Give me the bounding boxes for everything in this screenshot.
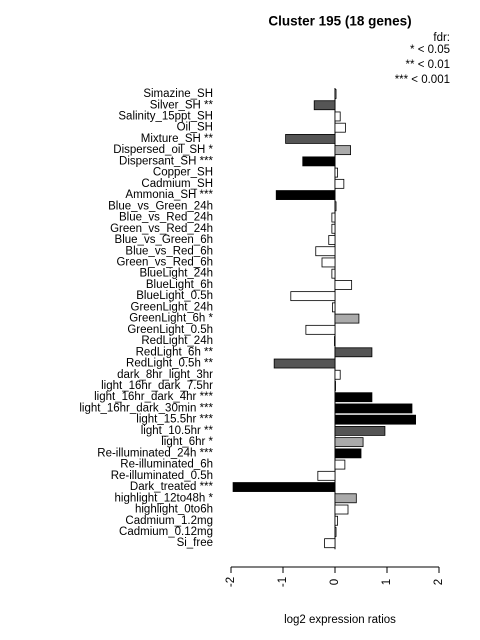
bar — [313, 100, 336, 111]
bar — [285, 134, 336, 144]
y-tick-label: BlueLight_6h — [146, 279, 213, 291]
legend-entry: * < 0.05 — [410, 44, 450, 56]
y-tick-label: Cadmium_SH — [141, 178, 213, 190]
bar — [324, 538, 336, 549]
y-tick-label: Simazine_SH — [143, 88, 213, 100]
y-tick-label: Copper_SH — [153, 167, 213, 179]
y-tick-label: Ammonia_SH *** — [125, 189, 213, 201]
bar — [334, 122, 346, 133]
bar — [334, 167, 338, 178]
x-tick-label: 2 — [433, 579, 445, 585]
y-tick-label: Blue_vs_Green_6h — [115, 234, 213, 246]
bar — [328, 235, 336, 245]
bar — [305, 324, 336, 335]
bar — [321, 257, 336, 268]
y-tick-label: Green_vs_Red_6h — [116, 256, 213, 268]
y-tick-label: light_16hr_dark_7.5hr — [101, 380, 213, 392]
y-tick-label: Re-illuminated_6h — [120, 459, 213, 471]
y-tick-label: light_16hr_dark_30min *** — [79, 402, 213, 414]
x-axis-label: log2 expression ratios — [284, 614, 396, 626]
bar — [334, 280, 353, 290]
y-tick-label: Re-illuminated_24h *** — [97, 447, 213, 459]
bar — [334, 437, 364, 448]
bar — [290, 291, 336, 302]
y-tick-label: Si_free — [177, 537, 213, 549]
x-tick-label: -1 — [277, 577, 289, 587]
y-tick-label: BlueLight_0.5h — [136, 290, 213, 302]
bar — [232, 482, 336, 492]
y-tick-label: light_15.5hr *** — [136, 414, 213, 426]
bar — [334, 515, 338, 526]
bar — [334, 369, 341, 380]
bar — [273, 358, 336, 369]
y-tick-label: Oil_SH — [177, 122, 213, 134]
bar — [334, 403, 413, 414]
y-tick-label: Blue_vs_Red_24h — [119, 212, 213, 224]
y-tick-label: Dark_treated *** — [130, 481, 214, 493]
y-tick-label: highlight_12to48h * — [115, 492, 214, 504]
y-tick-label: Green_vs_Red_24h — [110, 223, 213, 235]
bar — [315, 246, 336, 257]
x-tick-label: 1 — [381, 579, 393, 585]
y-tick-label: light_10.5hr ** — [141, 425, 214, 437]
bar — [334, 336, 336, 346]
bar — [275, 190, 336, 200]
y-tick-label: BlueLight_24h — [139, 268, 213, 280]
y-tick-label: dark_8hr_light_3hr — [117, 369, 213, 381]
bar — [334, 178, 345, 189]
y-tick-label: highlight_0to6h — [135, 504, 213, 516]
y-tick-label: light_6hr * — [161, 436, 213, 448]
y-tick-label: Dispersant_SH *** — [119, 155, 213, 167]
bar — [334, 459, 346, 470]
y-tick-label: Cadmium_0.12mg — [119, 526, 213, 538]
bar — [334, 527, 337, 537]
bar — [331, 223, 336, 234]
y-tick-label: Mixture_SH ** — [141, 133, 214, 145]
y-tick-label: Dispersed_oil_SH * — [113, 144, 213, 156]
y-tick-label: GreenLight_6h * — [129, 313, 213, 325]
y-tick-label: RedLight_0.5h ** — [126, 358, 213, 370]
y-tick-label: Blue_vs_Green_24h — [108, 200, 213, 212]
chart-title: Cluster 195 (18 genes) — [268, 14, 411, 29]
y-tick-label: Re-illuminated_0.5h — [111, 470, 213, 482]
legend-entry: *** < 0.001 — [395, 74, 450, 86]
y-tick-label: RedLight_24h — [141, 335, 213, 347]
legend-entry: ** < 0.01 — [406, 59, 450, 71]
legend-title: fdr: — [433, 32, 450, 44]
y-tick-label: RedLight_6h ** — [136, 346, 214, 358]
x-tick-label: 0 — [329, 579, 341, 585]
y-tick-label: Cadmium_1.2mg — [125, 515, 213, 527]
bar — [334, 392, 373, 403]
bar — [334, 493, 357, 504]
bar — [334, 414, 416, 425]
bar — [334, 448, 362, 459]
bar — [317, 470, 336, 481]
bar — [334, 201, 337, 212]
y-tick-label: Blue_vs_Red_6h — [125, 245, 213, 257]
bar — [302, 156, 336, 167]
bar — [334, 89, 337, 99]
bar — [331, 302, 336, 313]
bar — [331, 212, 336, 223]
bar — [334, 313, 360, 324]
bar — [334, 111, 341, 122]
bar — [334, 504, 349, 515]
y-tick-label: GreenLight_24h — [131, 301, 213, 313]
y-tick-label: Silver_SH ** — [150, 99, 214, 111]
bar — [334, 425, 386, 436]
bar — [331, 268, 336, 279]
bar — [334, 347, 373, 358]
x-tick-label: -2 — [225, 577, 237, 587]
y-tick-label: light_16hr_dark_4hr *** — [94, 391, 213, 403]
bar — [334, 145, 351, 156]
y-tick-label: GreenLight_0.5h — [127, 324, 213, 336]
y-tick-label: Salinity_15ppt_SH — [118, 110, 213, 122]
bar — [334, 381, 336, 391]
